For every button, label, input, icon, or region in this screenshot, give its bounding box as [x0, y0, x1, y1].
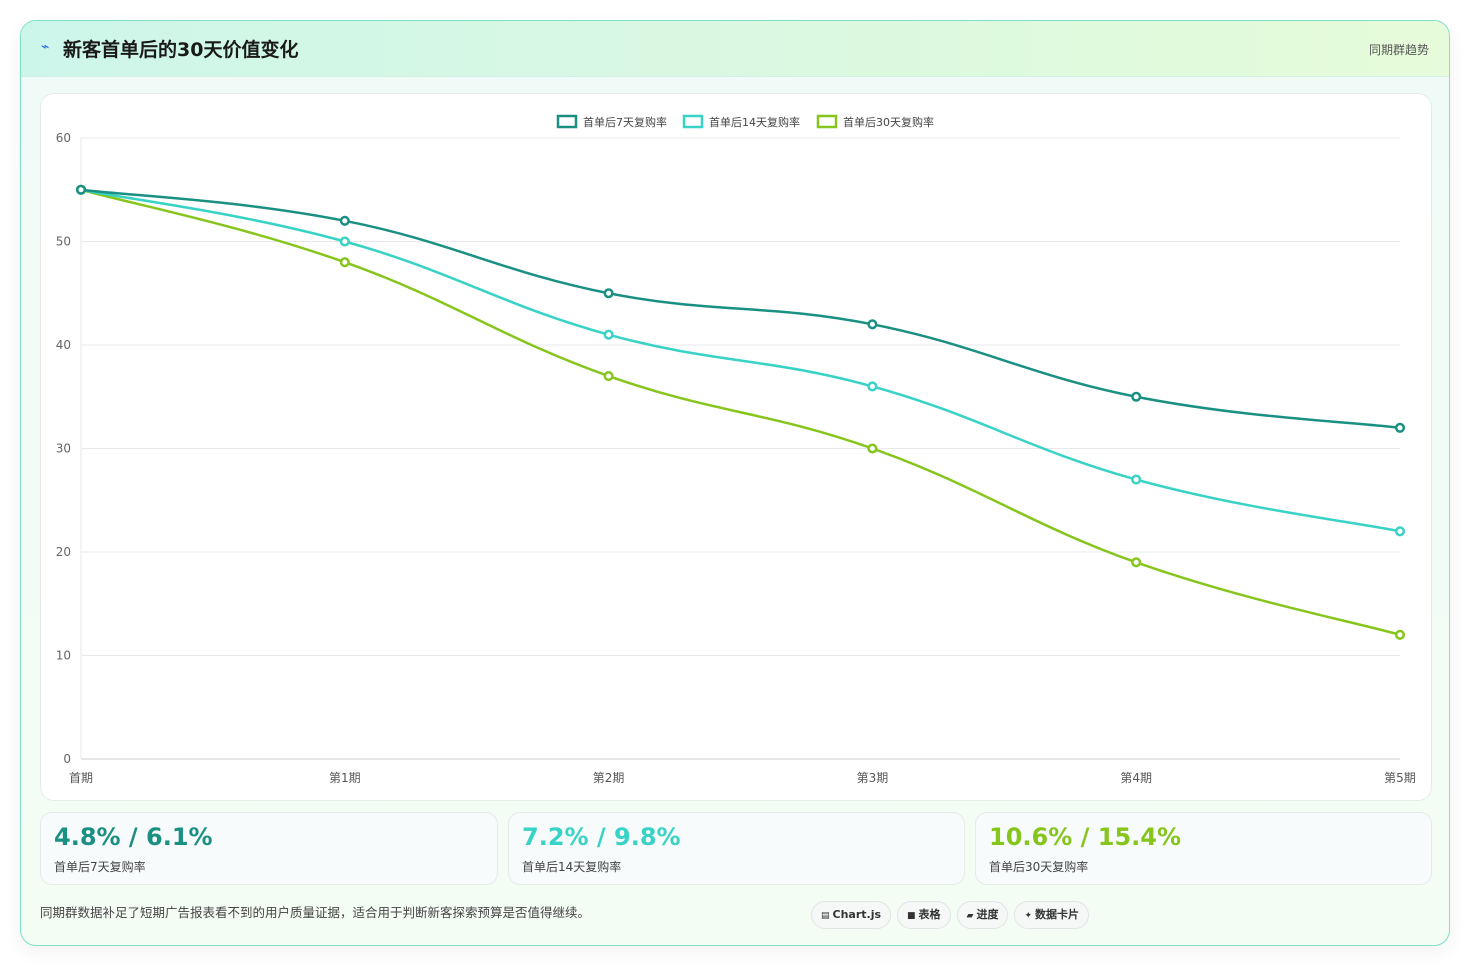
- y-tick-label: 50: [56, 235, 71, 249]
- data-point: [1394, 526, 1406, 537]
- data-point: [867, 319, 878, 330]
- stat-card-14d: 7.2% / 9.8% 首单后14天复购率: [508, 812, 965, 885]
- pill-label: 表格: [918, 908, 941, 921]
- legend-label: 首单后14天复购率: [709, 115, 800, 129]
- pulse-icon: ⌁: [41, 39, 50, 55]
- card-icon: ✦: [1024, 911, 1033, 921]
- progress-icon: ▰: [966, 911, 974, 921]
- footnote: 同期群数据补足了短期广告报表看不到的用户质量证据，适合用于判断新客探索预算是否值…: [40, 905, 591, 920]
- chart-panel: ⌁ 新客首单后的30天价值变化 同期群趋势 0 10 20 30 40 50 60 首期 第1期…: [20, 20, 1450, 946]
- x-tick-label: 第4期: [1120, 771, 1152, 785]
- line-chart: 0 10 20 30 40 50 60 首期 第1期 第2期 第3期 第4期 第5期 首单后7天复购率 首单…: [56, 114, 1416, 785]
- stat-label: 首单后7天复购率: [54, 860, 146, 874]
- legend-swatch: [556, 114, 578, 129]
- pill-chartjs[interactable]: ▤ Chart.js: [811, 901, 892, 929]
- data-point: [1394, 629, 1406, 640]
- data-point: [603, 329, 614, 340]
- panel-header: ⌁ 新客首单后的30天价值变化 同期群趋势: [21, 21, 1449, 77]
- data-point: [339, 257, 350, 268]
- pill-table[interactable]: ■ 表格: [897, 901, 951, 929]
- stat-card-7d: 4.8% / 6.1% 首单后7天复购率: [40, 812, 498, 885]
- legend-swatch: [682, 114, 704, 129]
- stat-value: 7.2% / 9.8%: [522, 823, 681, 851]
- panel-tag: 同期群趋势: [1368, 43, 1429, 57]
- data-point: [339, 215, 350, 226]
- data-point: [1131, 557, 1142, 568]
- data-point: [1131, 391, 1142, 402]
- data-point: [1394, 422, 1406, 433]
- legend-label: 首单后7天复购率: [583, 115, 667, 129]
- data-point: [603, 371, 614, 382]
- stat-value: 10.6% / 15.4%: [989, 823, 1181, 851]
- x-tick-label: 首期: [69, 771, 93, 785]
- x-tick-label: 第3期: [857, 771, 889, 785]
- y-tick-label: 0: [63, 752, 71, 766]
- pill-progress[interactable]: ▰ 进度: [956, 901, 1009, 929]
- panel-title: 新客首单后的30天价值变化: [63, 39, 299, 61]
- y-tick-label: 40: [56, 338, 71, 352]
- pill-label: 进度: [976, 908, 999, 921]
- chart-icon: ▤: [821, 911, 830, 921]
- y-tick-label: 60: [56, 131, 71, 145]
- y-tick-label: 30: [56, 442, 71, 456]
- y-tick-label: 10: [56, 649, 71, 663]
- stat-label: 首单后14天复购率: [522, 860, 622, 874]
- x-tick-label: 第5期: [1384, 771, 1416, 785]
- series-line: [80, 188, 1401, 533]
- data-point: [1131, 474, 1142, 485]
- chart-card: 0 10 20 30 40 50 60 首期 第1期 第2期 第3期 第4期 第5期 首单后7天复购率 首单…: [40, 93, 1432, 801]
- table-icon: ■: [907, 911, 916, 921]
- pill-label: Chart.js: [832, 908, 882, 921]
- stat-label: 首单后30天复购率: [989, 860, 1089, 874]
- stat-card-30d: 10.6% / 15.4% 首单后30天复购率: [975, 812, 1432, 885]
- y-tick-label: 20: [56, 545, 71, 559]
- data-point: [339, 236, 350, 247]
- data-point: [867, 381, 878, 392]
- x-tick-label: 第2期: [593, 771, 625, 785]
- legend-swatch: [816, 114, 838, 129]
- series-line: [80, 188, 1401, 637]
- pill-data-card[interactable]: ✦ 数据卡片: [1014, 901, 1090, 929]
- data-point: [603, 288, 614, 299]
- stat-value: 4.8% / 6.1%: [54, 823, 213, 851]
- x-tick-label: 第1期: [329, 771, 361, 785]
- data-point: [75, 184, 87, 195]
- legend-label: 首单后30天复购率: [843, 115, 934, 129]
- series-line: [80, 188, 1401, 430]
- pill-label: 数据卡片: [1035, 908, 1080, 921]
- tool-pills: ▤ Chart.js ■ 表格 ▰ 进度 ✦ 数据卡片: [811, 901, 1095, 929]
- data-point: [867, 443, 878, 454]
